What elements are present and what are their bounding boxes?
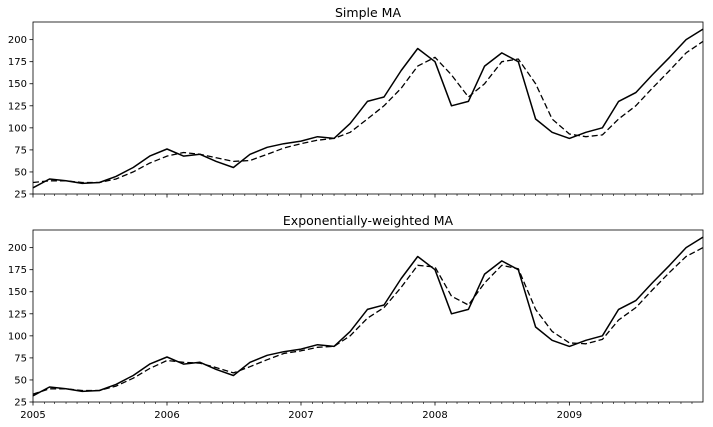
y-tick-label: 200	[8, 35, 27, 46]
y-tick-label: 100	[8, 123, 27, 134]
y-tick-label: 200	[8, 243, 27, 254]
chart-title: Exponentially-weighted MA	[283, 213, 454, 228]
subplot-simple-ma: Simple MA 25 50 75 100 125 150 175 200	[8, 5, 704, 201]
x-axis	[32, 194, 693, 198]
chart-title: Simple MA	[335, 5, 401, 20]
x-tick-label: 2006	[154, 410, 179, 421]
y-tick-label: 75	[14, 145, 27, 156]
y-axis: 25 50 75 100 125 150 175 200	[8, 243, 33, 409]
x-axis: 2005 2006 2007 2008 2009	[20, 402, 693, 421]
x-tick-label: 2005	[20, 410, 45, 421]
y-axis: 25 50 75 100 125 150 175 200	[8, 35, 33, 201]
x-tick-label: 2009	[557, 410, 582, 421]
plot-frame	[32, 229, 704, 403]
y-tick-label: 150	[8, 287, 27, 298]
x-tick-label: 2008	[422, 410, 447, 421]
plot-frame	[32, 21, 704, 195]
moving-average-line	[32, 247, 704, 395]
y-tick-label: 25	[14, 398, 27, 409]
subplot-ewma: Exponentially-weighted MA 25 50 75 100 125 15…	[8, 213, 704, 421]
y-tick-label: 150	[8, 79, 27, 90]
y-tick-label: 125	[8, 309, 27, 320]
y-tick-label: 175	[8, 265, 27, 276]
series-group	[32, 28, 704, 189]
moving-average-line	[32, 40, 704, 184]
x-tick-label: 2007	[288, 410, 313, 421]
y-tick-label: 100	[8, 331, 27, 342]
price-line	[32, 236, 704, 397]
y-tick-label: 75	[14, 353, 27, 364]
y-tick-label: 50	[14, 375, 27, 386]
y-tick-label: 50	[14, 167, 27, 178]
price-line	[32, 28, 704, 189]
y-tick-label: 125	[8, 101, 27, 112]
y-tick-label: 25	[14, 190, 27, 201]
y-tick-label: 175	[8, 57, 27, 68]
series-group	[32, 236, 704, 397]
